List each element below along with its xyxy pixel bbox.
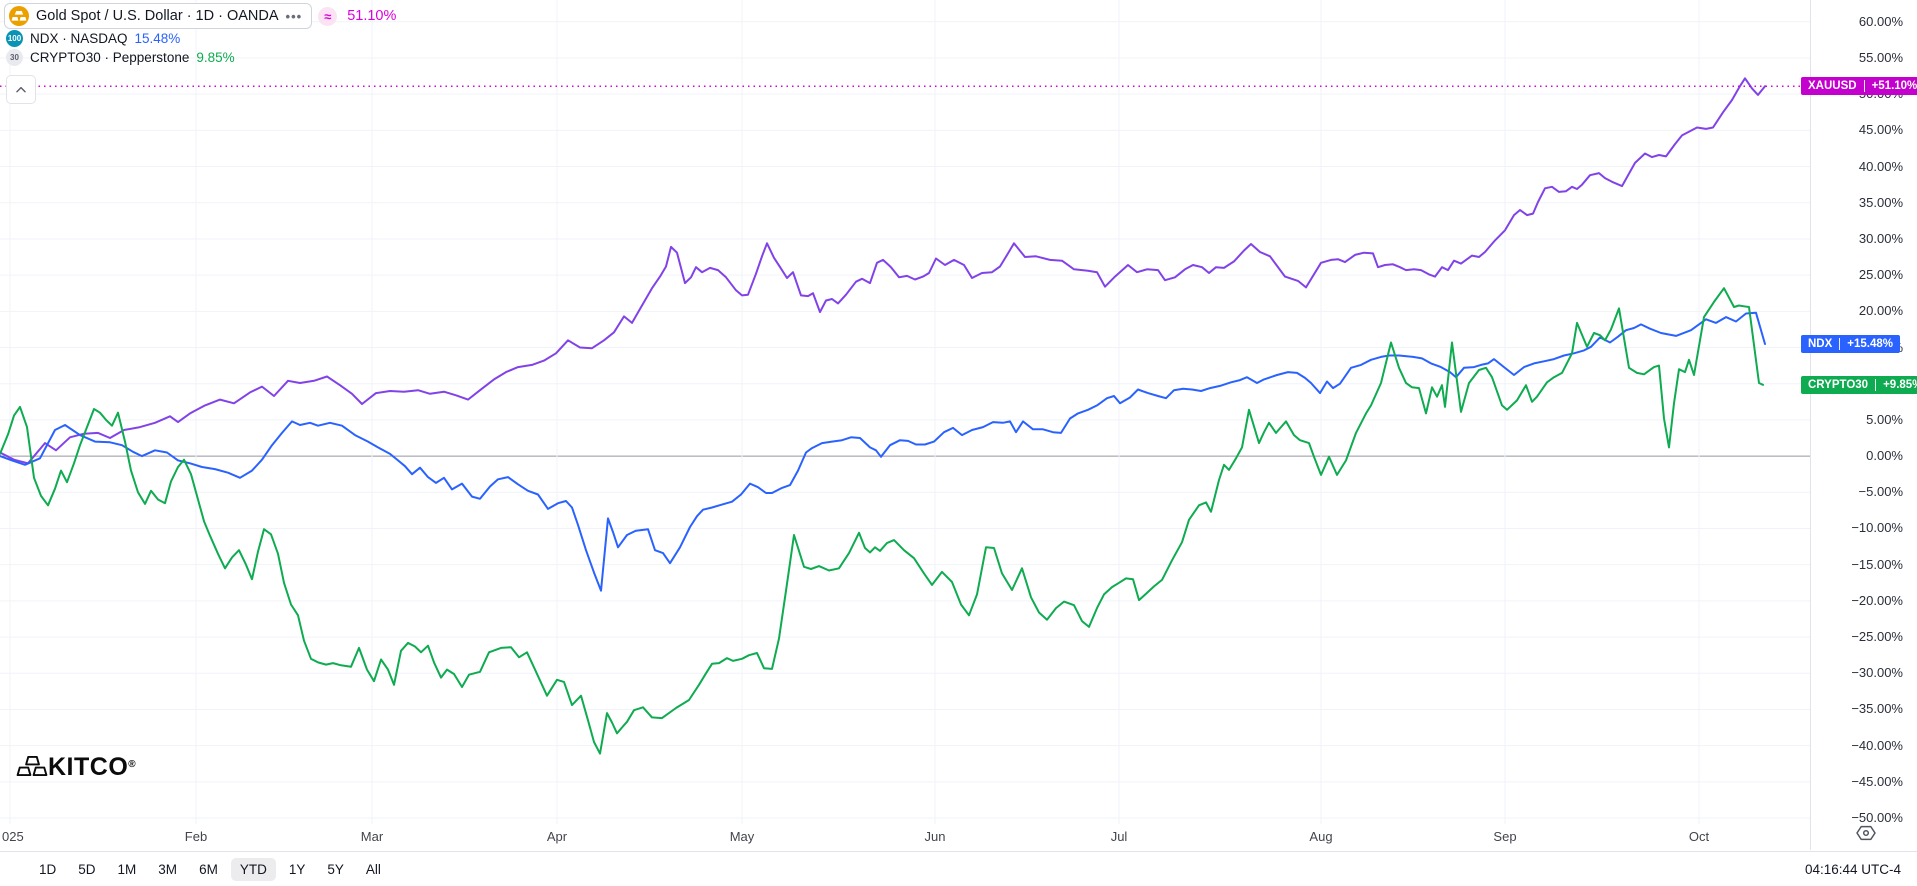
y-axis-label: −25.00% [1851, 629, 1903, 645]
legend-main-row[interactable]: Gold Spot / U.S. Dollar · 1D · OANDA •••… [4, 3, 396, 29]
kitco-logo-word: KITCO [48, 753, 129, 781]
y-axis-label: 45.00% [1858, 122, 1903, 138]
kitco-logo-text: KITCO® [48, 752, 136, 782]
price-axis[interactable]: 60.00% 55.00% 50.00% 45.00% 40.00% 35.00% 30.0… [1810, 0, 1917, 850]
range-button-5y[interactable]: 5Y [318, 858, 353, 881]
more-options-button[interactable]: ••• [285, 8, 303, 24]
y-axis-label: 10.00% [1858, 375, 1903, 391]
y-axis-label: 50.00% [1858, 86, 1903, 102]
legend-main-symbol-box[interactable]: Gold Spot / U.S. Dollar · 1D · OANDA ••• [4, 3, 313, 29]
x-axis-label: Sep [1493, 829, 1517, 844]
y-axis-label: −15.00% [1851, 556, 1903, 572]
y-axis-label: 55.00% [1858, 49, 1903, 65]
registered-mark: ® [128, 759, 137, 770]
y-axis-label: 5.00% [1866, 411, 1903, 427]
range-button-1m[interactable]: 1M [109, 858, 146, 881]
y-axis-label: 60.00% [1858, 13, 1903, 29]
x-axis-label: May [729, 829, 755, 844]
y-axis-label: −5.00% [1858, 484, 1903, 500]
y-axis-label: −45.00% [1851, 773, 1903, 789]
range-button-3m[interactable]: 3M [149, 858, 186, 881]
x-axis-label: Feb [184, 829, 208, 844]
range-button-all[interactable]: All [357, 858, 390, 881]
legend-row-crypto30[interactable]: 30 CRYPTO30 · Pepperstone 9.85% [4, 48, 396, 67]
chevron-up-icon [16, 86, 26, 92]
timezone-clock[interactable]: 04:16:44 UTC-4 [1804, 861, 1901, 877]
series-change-value: 9.85% [196, 50, 235, 65]
y-axis-label: 25.00% [1858, 267, 1903, 283]
approx-glyph: ≈ [324, 8, 332, 24]
y-axis-label: 20.00% [1858, 303, 1903, 319]
y-axis-label: −40.00% [1851, 737, 1903, 753]
x-axis-label: Apr [546, 829, 568, 844]
x-axis-label: Jun [924, 829, 946, 844]
legend-collapse-button[interactable] [6, 75, 36, 104]
series-badge-icon: 100 [6, 30, 23, 47]
y-axis-label: −35.00% [1851, 701, 1903, 717]
y-axis-label: 35.00% [1858, 194, 1903, 210]
y-axis-label: 40.00% [1858, 158, 1903, 174]
gold-bars-icon [9, 6, 29, 26]
x-axis-label: Mar [360, 829, 384, 844]
similar-symbols-icon[interactable]: ≈ [318, 6, 338, 26]
price-axis-settings-icon[interactable] [1855, 822, 1877, 844]
y-axis-label: −10.00% [1851, 520, 1903, 536]
range-button-ytd[interactable]: YTD [230, 857, 276, 881]
series-line-crypto30[interactable] [0, 287, 1764, 755]
series-badge-icon: 30 [6, 49, 23, 66]
legend-compare-rows: 100 NDX · NASDAQ 15.48% 30 CRYPTO30 · Pepper… [4, 29, 396, 67]
series-label: CRYPTO30 · Pepperstone [30, 50, 190, 65]
y-axis-label: 15.00% [1858, 339, 1903, 355]
y-axis-label: −20.00% [1851, 592, 1903, 608]
range-button-5d[interactable]: 5D [69, 858, 104, 881]
symbol-title: Gold Spot / U.S. Dollar · 1D · OANDA [36, 8, 279, 24]
symbol-change-value: 51.10% [347, 8, 397, 24]
series-line-ndx[interactable] [0, 311, 1766, 592]
series-change-value: 15.48% [134, 31, 181, 46]
series-label: NDX · NASDAQ [30, 31, 128, 46]
legend-row-ndx[interactable]: 100 NDX · NASDAQ 15.48% [4, 29, 396, 48]
x-axis-label: 025 [2, 829, 24, 844]
range-button-1d[interactable]: 1D [30, 858, 65, 881]
y-axis-label: 30.00% [1858, 230, 1903, 246]
range-button-6m[interactable]: 6M [190, 858, 227, 881]
price-chart-canvas[interactable] [0, 0, 1917, 850]
kitco-logo: KITCO® [16, 752, 136, 782]
legend: Gold Spot / U.S. Dollar · 1D · OANDA •••… [4, 3, 396, 67]
y-axis-label: −50.00% [1851, 810, 1903, 826]
x-axis-label: Aug [1309, 829, 1333, 844]
y-axis-label: −30.00% [1851, 665, 1903, 681]
gold-ingots-icon [16, 755, 48, 777]
range-button-1y[interactable]: 1Y [280, 858, 315, 881]
y-axis-label: 0.00% [1866, 448, 1903, 464]
x-axis-label: Oct [1688, 829, 1710, 844]
x-axis-label: Jul [1110, 829, 1128, 844]
chart-plot-area[interactable]: 025 Feb Mar Apr May Jun Jul Aug Sep Oct 60.00% 55.… [0, 0, 1917, 850]
date-range-switcher: 1D 5D 1M 3M 6M YTD 1Y 5Y All [0, 857, 390, 881]
series-line-xauusd[interactable] [0, 77, 1766, 465]
bottom-toolbar: 1D 5D 1M 3M 6M YTD 1Y 5Y All 04:16:44 UTC-4 [0, 851, 1917, 886]
